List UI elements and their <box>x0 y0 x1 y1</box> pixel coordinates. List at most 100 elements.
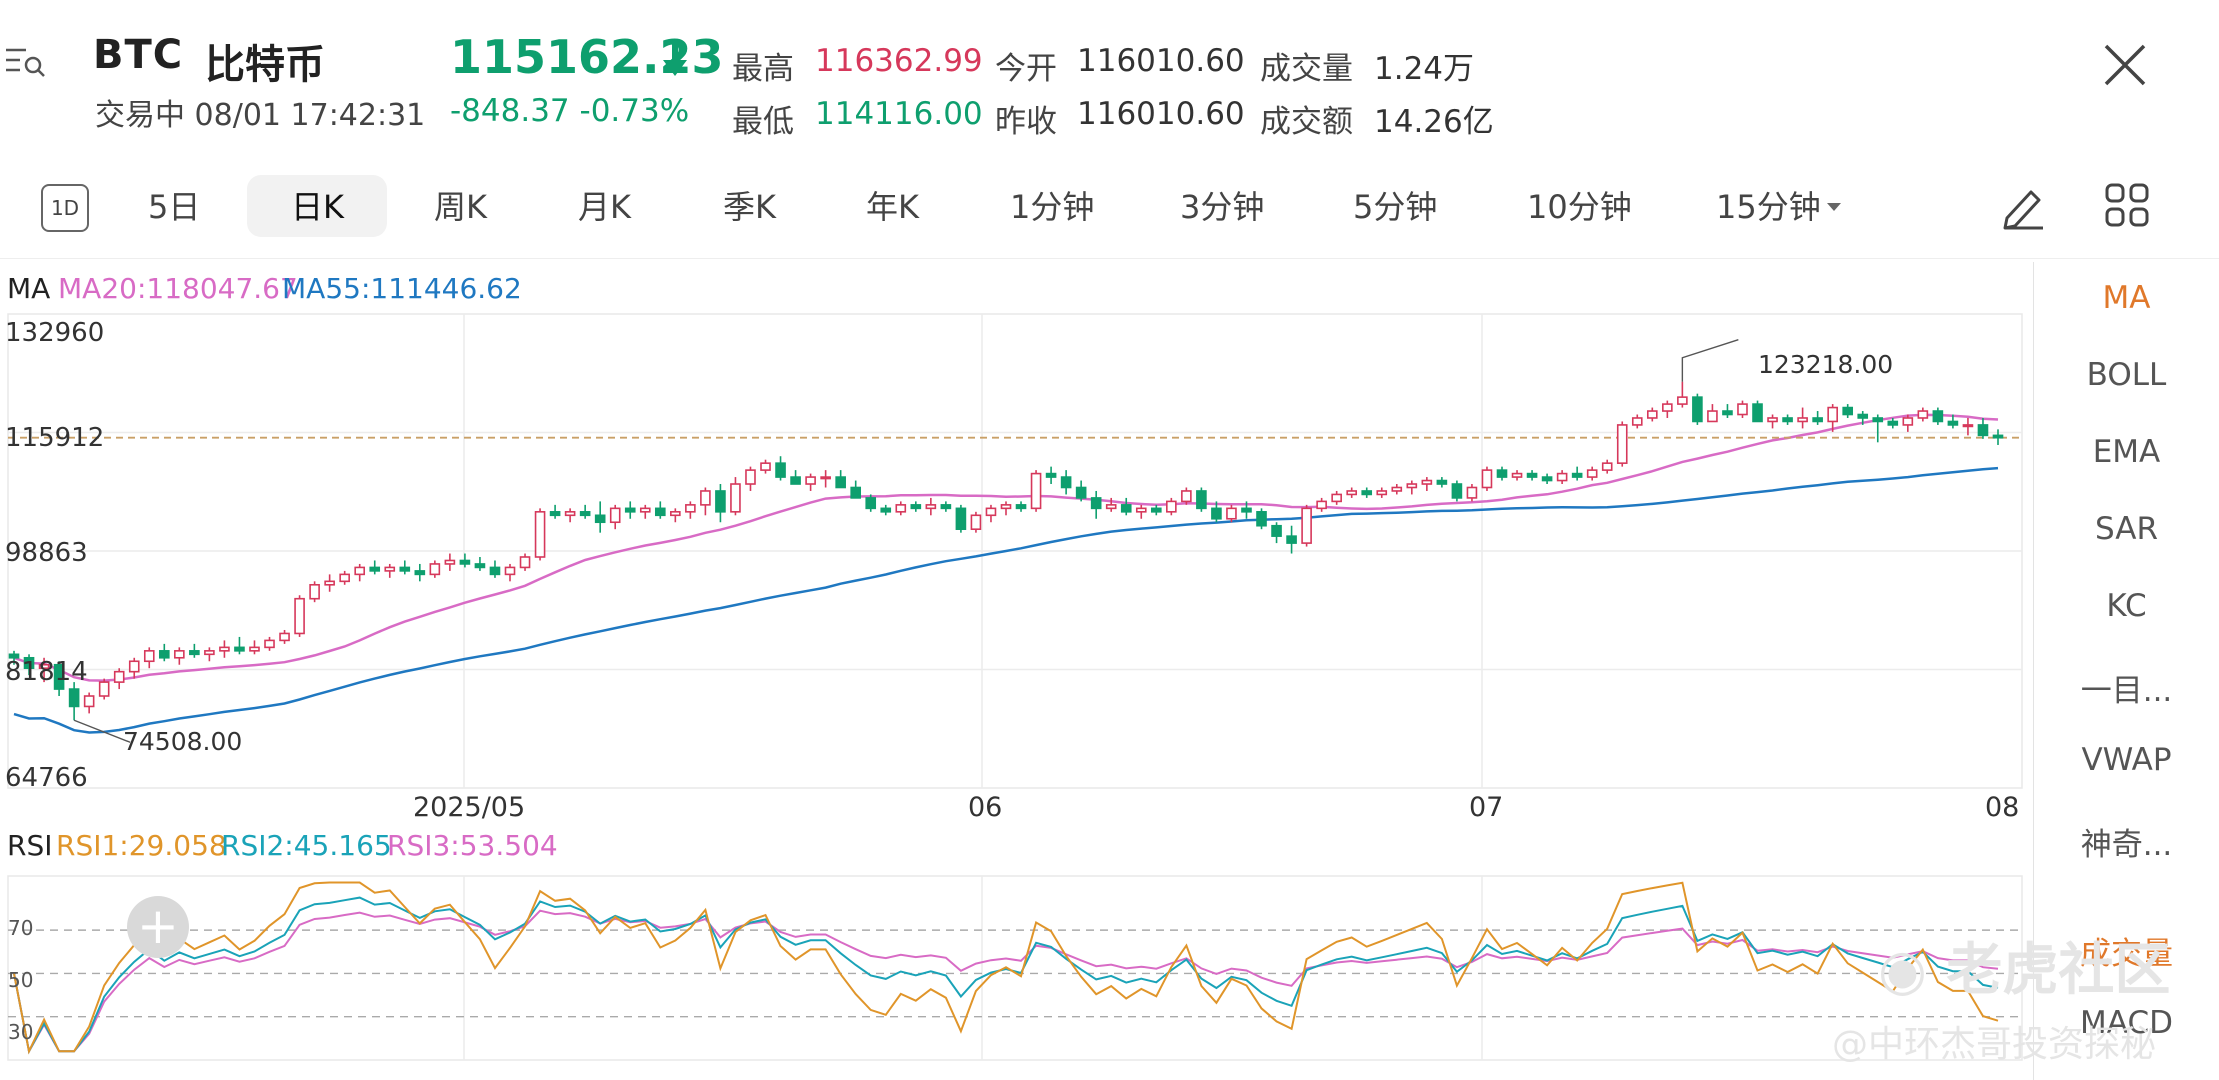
candle-body <box>339 573 350 583</box>
tab-5day[interactable]: 5日 <box>148 188 201 226</box>
candle-body <box>1000 504 1012 510</box>
candle-body <box>113 670 125 683</box>
candle-body <box>685 504 696 513</box>
candle-body <box>1812 417 1823 423</box>
tab-yearly-k[interactable]: 年K <box>866 188 919 226</box>
y-tick-label: 81814 <box>5 657 88 687</box>
candle-body <box>609 507 621 524</box>
tab-monthly-k[interactable]: 月K <box>578 188 631 226</box>
candle-body <box>1361 490 1373 496</box>
change-percent: -0.73% <box>579 93 690 129</box>
tab-10min[interactable]: 10分钟 <box>1527 188 1632 226</box>
layout-grid-icon[interactable] <box>2104 182 2150 232</box>
y-tick-label: 64766 <box>5 763 88 793</box>
candle-body <box>1286 535 1297 544</box>
menu-list-icon[interactable] <box>0 36 52 88</box>
candle-body <box>1105 504 1117 510</box>
stock-name: 比特币 <box>205 42 325 88</box>
candle-body <box>204 650 215 656</box>
tab-weekly-k[interactable]: 周K <box>434 188 487 226</box>
indicator-ichimoku[interactable]: 一目... <box>2080 673 2173 709</box>
candle-body <box>910 504 922 510</box>
indicator-boll[interactable]: BOLL <box>2086 357 2167 393</box>
candle-body <box>1722 410 1733 416</box>
tab-3min[interactable]: 3分钟 <box>1180 188 1265 226</box>
candle-body <box>519 556 531 569</box>
candle-body <box>1376 490 1388 496</box>
indicator-macd[interactable]: MACD <box>2080 1005 2173 1041</box>
ma-legend-title: MA <box>7 272 51 305</box>
candle-body <box>1646 410 1658 419</box>
candle-body <box>1541 476 1553 482</box>
candle-body <box>1075 486 1087 499</box>
candle-body <box>1842 406 1854 416</box>
candle-body <box>1872 417 1884 423</box>
close-icon[interactable] <box>2098 38 2152 92</box>
rsi-y-tick: 50 <box>8 968 34 992</box>
candle-body <box>1406 483 1418 489</box>
watermark-author: @中环杰哥投资探秘 <box>1832 1024 2157 1065</box>
candle-body <box>1977 424 1989 437</box>
rsi2-line <box>13 896 1999 1055</box>
y-tick-label: 98863 <box>5 538 88 568</box>
draw-pen-icon[interactable] <box>1997 180 2047 236</box>
candle-body <box>309 584 320 600</box>
tab-5min[interactable]: 5分钟 <box>1353 188 1438 226</box>
candle-body <box>1616 424 1628 464</box>
candle-body <box>474 563 486 569</box>
candle-body <box>1135 507 1147 513</box>
indicator-ma[interactable]: MA <box>2102 280 2151 316</box>
indicator-magic[interactable]: 神奇... <box>2080 827 2173 863</box>
candle-body <box>850 486 862 499</box>
indicator-ema[interactable]: EMA <box>2092 434 2161 470</box>
low-annotation: 74508.00 <box>123 727 243 756</box>
candle-body <box>925 504 937 510</box>
candle-body <box>189 650 200 656</box>
dropdown-caret-icon[interactable] <box>1826 198 1842 217</box>
interval-1d-icon[interactable]: 1D <box>41 184 89 232</box>
candle-body <box>38 663 50 670</box>
candle-body <box>1226 507 1237 520</box>
y-tick-label: 132960 <box>5 318 105 348</box>
indicator-volume[interactable]: 成交量 <box>2080 936 2173 972</box>
indicator-kc[interactable]: KC <box>2106 588 2147 624</box>
candle-body <box>1256 511 1267 527</box>
add-indicator-button[interactable]: + <box>127 896 189 958</box>
candlestick-chart[interactable] <box>0 300 2040 790</box>
candle-body <box>1992 434 2004 439</box>
ma20-line <box>13 413 1999 682</box>
x-tick-label: 07 <box>1469 792 1504 823</box>
stat-label-low: 最低 <box>732 104 794 140</box>
rsi-chart[interactable] <box>0 870 2040 1065</box>
tab-1min[interactable]: 1分钟 <box>1010 188 1095 226</box>
stat-label-open: 今开 <box>995 51 1057 87</box>
candle-body <box>1150 507 1162 513</box>
candle-body <box>985 507 997 517</box>
tab-15min[interactable]: 15分钟 <box>1716 188 1821 226</box>
candle-body <box>1857 413 1869 419</box>
high-annotation: 123218.00 <box>1758 350 1894 379</box>
change-value: -848.37 <box>450 93 570 129</box>
candle-body <box>158 650 170 659</box>
candle-body <box>98 681 110 697</box>
ma20-legend: MA20:118047.67 <box>58 272 298 305</box>
candle-body <box>865 497 877 510</box>
candle-body <box>1586 469 1598 478</box>
x-tick-label: 2025/05 <box>413 792 526 823</box>
candle-body <box>1571 472 1583 478</box>
candle-body <box>1737 403 1748 416</box>
indicator-sar[interactable]: SAR <box>2095 511 2158 547</box>
ma55-legend: MA55:111446.62 <box>282 272 522 305</box>
low-annotation-leader <box>73 719 131 743</box>
stat-value-turnover: 14.26亿 <box>1374 104 1494 140</box>
tab-daily-k[interactable]: 日K <box>291 188 344 226</box>
candle-body <box>1601 462 1613 471</box>
candle-body <box>940 504 952 510</box>
watermark-brand: 老虎社区 <box>1946 938 2171 1003</box>
active-tab-highlight <box>247 175 387 237</box>
indicator-vwap[interactable]: VWAP <box>2081 742 2172 778</box>
tab-quarterly-k[interactable]: 季K <box>723 188 776 226</box>
price-change: -848.37 -0.73% <box>450 93 689 129</box>
indicator-sidebar <box>2033 262 2219 1080</box>
candle-body <box>489 566 501 576</box>
